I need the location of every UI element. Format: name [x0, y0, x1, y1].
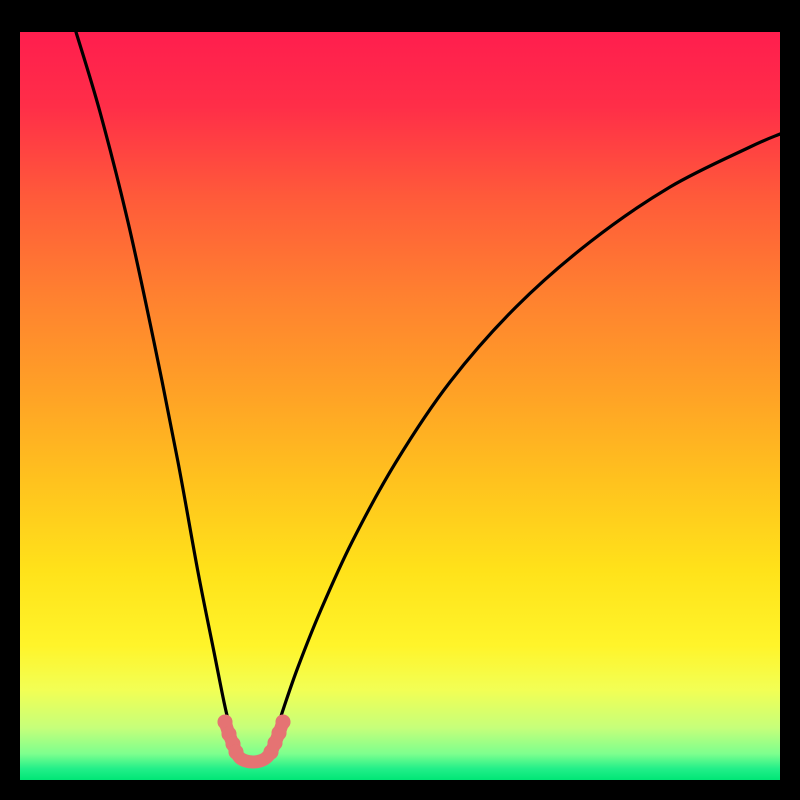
chart-gradient-background — [20, 32, 780, 780]
curve-bottom-bead — [228, 744, 243, 759]
curve-bottom-bead — [275, 714, 290, 729]
bottleneck-chart — [0, 0, 800, 800]
